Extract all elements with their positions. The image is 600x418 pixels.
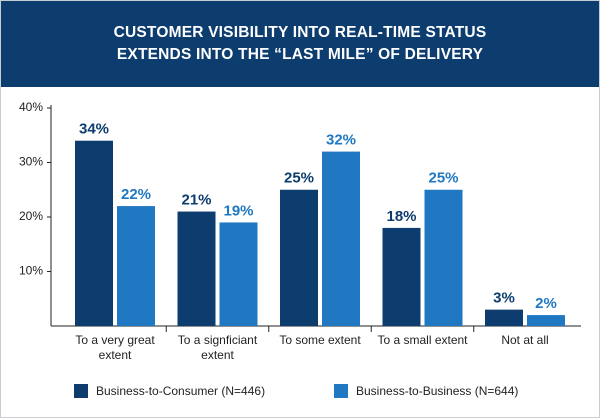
bar [527, 315, 565, 326]
chart-title: CUSTOMER VISIBILITY INTO REAL-TIME STATU… [113, 24, 487, 63]
x-tick-label: To some extent [279, 333, 361, 347]
value-label: 21% [181, 192, 211, 209]
value-label: 3% [493, 290, 515, 307]
legend-label: Business-to-Consumer (N=446) [96, 384, 265, 398]
y-tick-label: 10% [19, 264, 43, 278]
title-banner: CUSTOMER VISIBILITY INTO REAL-TIME STATU… [1, 1, 599, 87]
value-label: 2% [535, 295, 557, 312]
bar [485, 309, 523, 326]
value-label: 34% [79, 121, 109, 138]
bar [280, 189, 318, 326]
bar [219, 222, 258, 326]
value-label: 32% [326, 132, 356, 149]
legend-swatch [334, 384, 348, 398]
value-label: 22% [121, 186, 151, 203]
x-tick-label: To a signficiant extent [177, 333, 258, 362]
value-label: 25% [284, 170, 314, 187]
value-label: 25% [428, 170, 458, 187]
y-tick-label: 30% [19, 155, 43, 169]
bar [117, 206, 155, 326]
legend-label: Business-to-Business (N=644) [356, 384, 518, 398]
legend-swatch [74, 384, 88, 398]
x-tick-label: To a very great extent [75, 333, 155, 362]
x-tick-label: Not at all [501, 333, 549, 347]
value-label: 18% [386, 208, 416, 225]
bar [424, 189, 463, 326]
bar [382, 227, 421, 326]
y-tick-label: 20% [19, 209, 43, 223]
x-tick-label: To a small extent [377, 333, 468, 347]
value-label: 19% [223, 202, 253, 219]
bar [75, 140, 113, 326]
bar [322, 151, 360, 326]
y-tick-label: 40% [19, 100, 43, 114]
bar [177, 211, 216, 326]
